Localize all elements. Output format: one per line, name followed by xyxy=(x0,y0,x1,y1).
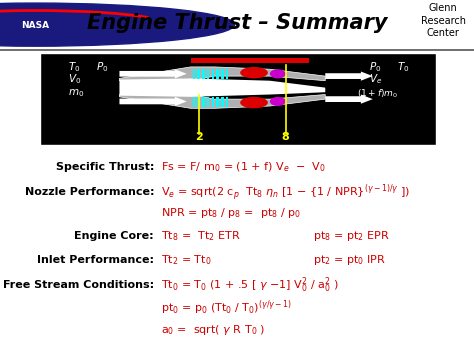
Bar xyxy=(202,97,205,107)
Text: pt$_2$ = pt$_0$ IPR: pt$_2$ = pt$_0$ IPR xyxy=(313,253,386,267)
Bar xyxy=(197,97,200,107)
Ellipse shape xyxy=(270,69,286,79)
Ellipse shape xyxy=(240,67,268,79)
Polygon shape xyxy=(119,79,325,97)
Text: Engine Thrust – Summary: Engine Thrust – Summary xyxy=(87,13,387,33)
Text: $P_0$: $P_0$ xyxy=(369,60,381,74)
FancyArrow shape xyxy=(325,95,373,104)
Text: V$_e$ = sqrt(2 c$_p$  Tt$_8$ $\eta_n$ [1 $-$ {1 / NPR}$^{(\gamma - 1)/\gamma}$ ]: V$_e$ = sqrt(2 c$_p$ Tt$_8$ $\eta_n$ [1 … xyxy=(161,182,410,202)
Bar xyxy=(212,97,214,107)
Ellipse shape xyxy=(240,97,268,108)
Text: Inlet Performance:: Inlet Performance: xyxy=(37,255,154,265)
Bar xyxy=(191,58,310,63)
Polygon shape xyxy=(119,95,325,108)
Text: $(1+f) m_0$: $(1+f) m_0$ xyxy=(357,87,398,99)
Text: Fs = F/ m$_0$ = (1 + f) V$_e$  $-$  V$_0$: Fs = F/ m$_0$ = (1 + f) V$_e$ $-$ V$_0$ xyxy=(161,160,326,174)
Bar xyxy=(197,69,200,79)
Text: Specific Thrust:: Specific Thrust: xyxy=(55,162,154,172)
Bar xyxy=(217,69,219,79)
Text: $T_0$: $T_0$ xyxy=(396,60,409,74)
Bar xyxy=(207,97,210,107)
Text: Tt$_2$ = Tt$_0$: Tt$_2$ = Tt$_0$ xyxy=(161,253,212,267)
Text: pt$_8$ = pt$_2$ EPR: pt$_8$ = pt$_2$ EPR xyxy=(313,229,390,243)
Text: 8: 8 xyxy=(282,132,290,142)
Bar xyxy=(192,97,195,107)
Text: Tt$_8$ =  Tt$_2$ ETR: Tt$_8$ = Tt$_2$ ETR xyxy=(161,229,241,243)
Text: $m_0$: $m_0$ xyxy=(68,87,84,99)
FancyArrow shape xyxy=(325,72,373,81)
Text: Glenn
Research
Center: Glenn Research Center xyxy=(421,3,465,38)
FancyArrow shape xyxy=(119,97,187,106)
Text: 2: 2 xyxy=(195,132,202,142)
Text: Engine Core:: Engine Core: xyxy=(74,231,154,241)
Bar xyxy=(221,69,224,79)
Text: pt$_0$ = p$_0$ (Tt$_0$ / T$_0$)$^{(\gamma/ \gamma -1)}$: pt$_0$ = p$_0$ (Tt$_0$ / T$_0$)$^{(\gamm… xyxy=(161,299,292,317)
Polygon shape xyxy=(119,67,325,81)
Text: $P_0$: $P_0$ xyxy=(96,60,108,74)
Text: Free Stream Conditions:: Free Stream Conditions: xyxy=(3,280,154,290)
Text: $V_0$: $V_0$ xyxy=(68,73,81,86)
Text: $T_0$: $T_0$ xyxy=(68,60,81,74)
Text: Nozzle Performance:: Nozzle Performance: xyxy=(25,187,154,197)
Bar xyxy=(221,97,224,107)
FancyArrow shape xyxy=(119,69,187,79)
Bar xyxy=(226,69,228,79)
Bar xyxy=(226,97,228,107)
Bar xyxy=(207,69,210,79)
Bar xyxy=(192,69,195,79)
Bar xyxy=(212,69,214,79)
Text: $V_e$: $V_e$ xyxy=(369,73,382,86)
Text: Tt$_0$ = T$_0$ (1 + .5 [ $\gamma$ $-$1] V$_0^2$ / a$_0^2$ ): Tt$_0$ = T$_0$ (1 + .5 [ $\gamma$ $-$1] … xyxy=(161,275,339,295)
Circle shape xyxy=(0,3,235,46)
Bar xyxy=(202,69,205,79)
Text: a$_0$ =  sqrt( $\gamma$ R T$_0$ ): a$_0$ = sqrt( $\gamma$ R T$_0$ ) xyxy=(161,323,265,337)
Text: NASA: NASA xyxy=(21,21,50,30)
Text: NPR = pt$_8$ / p$_8$ =  pt$_8$ / p$_0$: NPR = pt$_8$ / p$_8$ = pt$_8$ / p$_0$ xyxy=(161,206,301,220)
Bar xyxy=(217,97,219,107)
Ellipse shape xyxy=(270,97,286,106)
